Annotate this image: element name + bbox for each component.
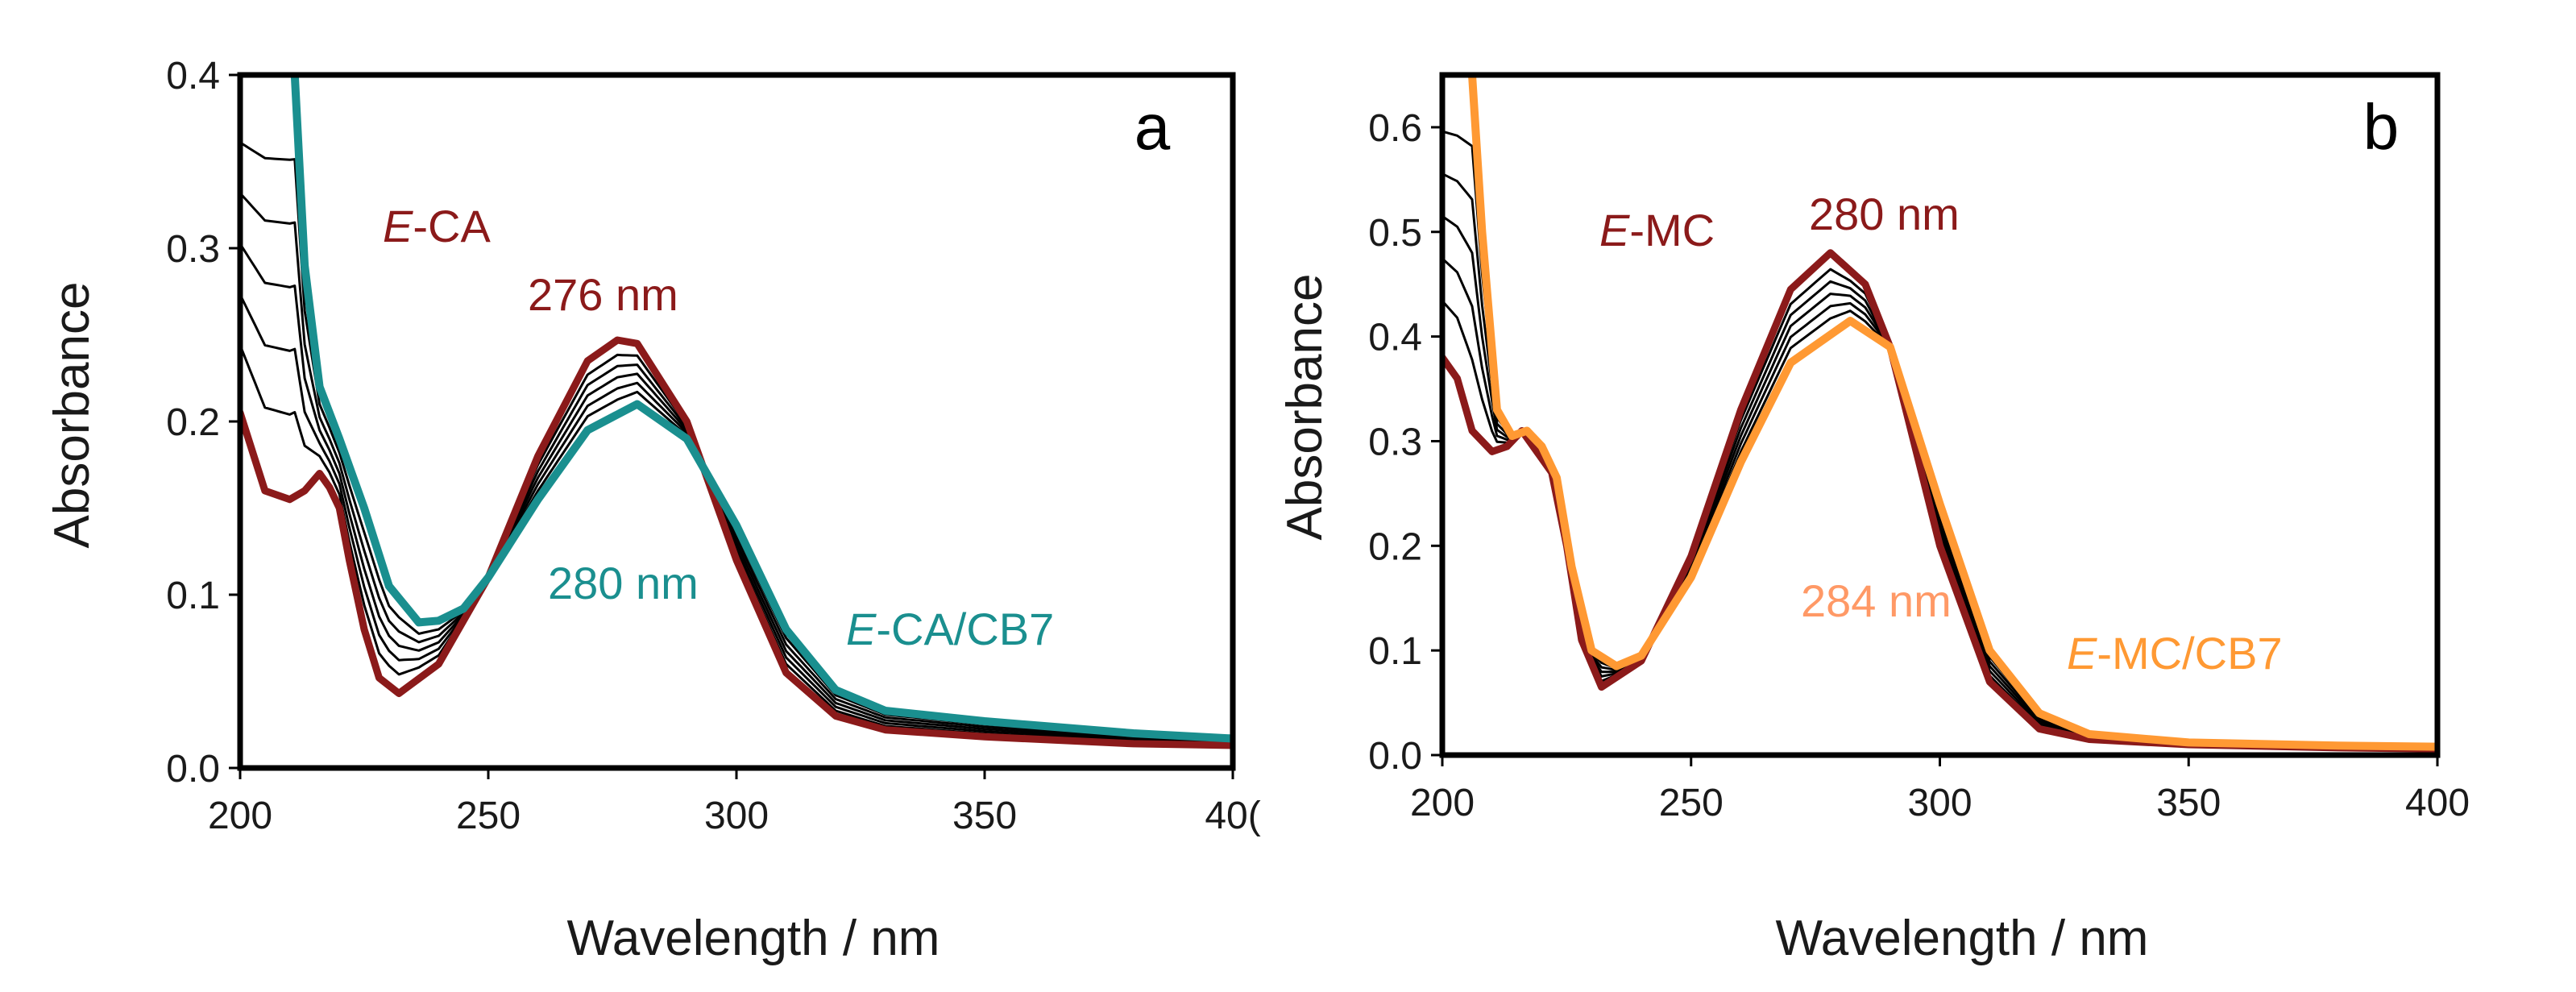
panel-b-start-label-italic: E xyxy=(1599,205,1630,255)
panel-a-y-tick-label: 0.3 xyxy=(166,228,220,271)
panel-b-end-peak-label: 284 nm xyxy=(1801,575,1952,626)
panel-b-x-tick-label: 300 xyxy=(1907,782,1972,824)
panel-b-chart: 200 250 300 350 400 0.0 0.1 0.2 0.3 0.4 0.5 0.6 b A… xyxy=(1277,72,2470,966)
panel-b-start-label-rest: -MC xyxy=(1629,205,1715,255)
panel-a-start-label-italic: E xyxy=(383,201,413,251)
panel-a-start-label-rest: -CA xyxy=(413,201,491,251)
panel-b-end-curve xyxy=(1468,75,2437,751)
panel-b-end-label-italic: E xyxy=(2067,628,2097,679)
panel-a-end-label: E-CA/CB7 xyxy=(846,604,1054,654)
panel-a-chart: 200 250 300 350 40( 0.0 0.1 0.2 0.3 0.4 a Absorba… xyxy=(44,55,1261,966)
panel-a-y-axis-title: Absorbance xyxy=(44,282,100,549)
panel-b-end-label: E-MC/CB7 xyxy=(2067,628,2283,679)
panel-b-series xyxy=(1442,75,2437,753)
panel-b-end-label-rest: -MC/CB7 xyxy=(2097,628,2282,679)
panel-a-y-tick-label: 0.0 xyxy=(166,748,220,791)
panel-b-x-axis-title: Wavelength / nm xyxy=(1776,911,2149,966)
panel-b-start-curve xyxy=(1442,249,2437,753)
panel-a-series xyxy=(240,75,1233,749)
panel-a-x-tick-label: 300 xyxy=(704,795,769,837)
panel-a-y-tick-label: 0.2 xyxy=(166,401,220,444)
panel-a-letter: a xyxy=(1135,91,1171,163)
panel-a-y-tick-label: 0.1 xyxy=(166,575,220,617)
panel-b-y-axis-title: Absorbance xyxy=(1277,274,1333,541)
panel-b-y-tick-label: 0.2 xyxy=(1368,525,1422,568)
panel-a-intermediate-curve-3 xyxy=(240,243,1233,744)
panel-a-end-label-italic: E xyxy=(846,604,877,654)
panel-b-y-tick-label: 0.1 xyxy=(1368,630,1422,673)
panel-a-intermediate-curve-4 xyxy=(240,192,1233,742)
panel-a-x-tick-label: 200 xyxy=(208,795,272,837)
panel-b-x-tick-label: 250 xyxy=(1659,782,1724,824)
panel-b-y-tick-label: 0.0 xyxy=(1368,735,1422,778)
panel-b-y-tick-label: 0.3 xyxy=(1368,421,1422,463)
panel-b-axes: 200 250 300 350 400 0.0 0.1 0.2 0.3 0.4 0.5 0.6 xyxy=(1368,107,2470,824)
panel-a-x-tick-label: 40( xyxy=(1205,795,1260,837)
panel-b-letter: b xyxy=(2363,91,2400,163)
panel-b-x-tick-label: 400 xyxy=(2405,782,2470,824)
panel-b-y-tick-label: 0.5 xyxy=(1368,212,1422,255)
panel-b-y-tick-label: 0.4 xyxy=(1368,317,1422,359)
panel-a-x-tick-label: 250 xyxy=(456,795,521,837)
panel-a-start-label: E-CA xyxy=(383,201,491,251)
panel-a-intermediate-curve-2 xyxy=(240,293,1233,745)
panel-a-end-peak-label: 280 nm xyxy=(548,558,699,608)
panel-b-x-tick-label: 350 xyxy=(2156,782,2221,824)
panel-a-end-curve xyxy=(290,75,1233,743)
panel-a-x-axis-title: Wavelength / nm xyxy=(567,911,940,966)
panel-a-y-tick-label: 0.4 xyxy=(166,55,220,98)
panel-a-x-tick-label: 350 xyxy=(952,795,1017,837)
panel-a-start-peak-label: 276 nm xyxy=(528,269,678,320)
panel-b-start-label: E-MC xyxy=(1599,205,1715,255)
panel-b-y-tick-label: 0.6 xyxy=(1368,107,1422,150)
panel-a-axes: 200 250 300 350 40( 0.0 0.1 0.2 0.3 0.4 xyxy=(166,55,1260,837)
panel-a-end-label-rest: -CA/CB7 xyxy=(876,604,1054,654)
panel-b-x-tick-label: 200 xyxy=(1410,782,1475,824)
panel-b-start-peak-label: 280 nm xyxy=(1809,189,1960,239)
